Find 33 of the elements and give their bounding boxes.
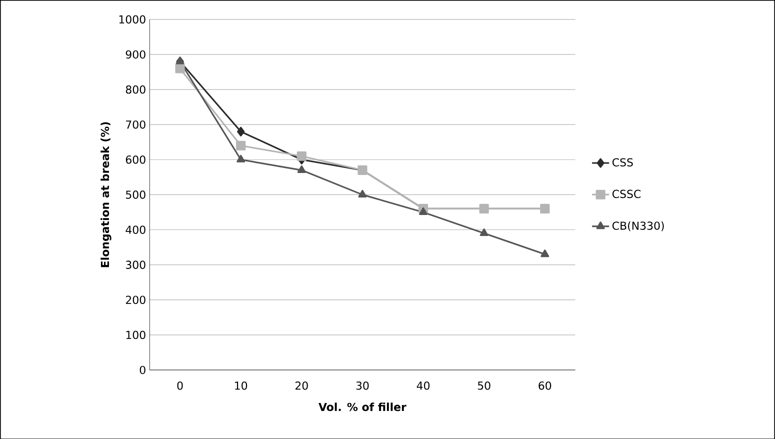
legend-label: CB(N330): [612, 221, 664, 231]
y-tick-label: 300: [126, 260, 146, 269]
y-tick-label: 100: [126, 330, 146, 339]
x-axis-title: Vol. % of filler: [318, 402, 406, 411]
legend-label: CSS: [612, 158, 633, 166]
point: [236, 154, 246, 162]
x-tick-label: 0: [177, 381, 183, 390]
x-tick-label: 20: [295, 381, 308, 390]
y-tick-label: 1000: [119, 15, 146, 24]
y-tick-label: 800: [126, 85, 146, 94]
point: [480, 228, 488, 236]
point: [297, 165, 306, 173]
y-tick-label: 700: [126, 120, 146, 128]
y-tick-label: 900: [126, 50, 146, 58]
y-axis-title: Elongation at break (%): [100, 122, 112, 267]
x-tick-label: 10: [235, 381, 248, 390]
point: [419, 207, 428, 215]
x-tick-label: 60: [538, 381, 552, 390]
x-tick-label: 50: [478, 381, 490, 390]
x-tick-label: 40: [416, 381, 430, 390]
legend-label: CSSC: [612, 190, 641, 198]
point: [236, 140, 246, 150]
x-tick-label: 30: [356, 381, 369, 390]
point: [175, 63, 185, 74]
y-tick-label: 400: [126, 225, 146, 234]
point: [237, 126, 245, 136]
y-tick-label: 500: [126, 190, 146, 199]
point: [540, 249, 550, 257]
y-tick-label: 0: [140, 366, 146, 374]
point: [296, 151, 306, 161]
y-tick-label: 200: [126, 295, 146, 304]
y-tick-label: 600: [126, 155, 146, 164]
point: [358, 190, 367, 198]
